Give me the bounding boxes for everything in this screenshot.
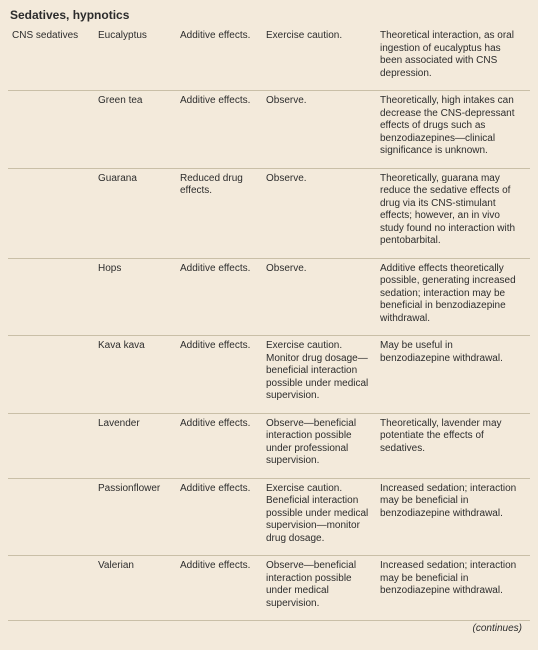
interaction-cell: Reduced drug effects. <box>176 168 262 258</box>
interaction-cell: Additive effects. <box>176 258 262 336</box>
category-cell <box>8 478 94 556</box>
comment-cell: Theoretical interaction, as oral ingesti… <box>376 26 530 91</box>
category-cell <box>8 413 94 478</box>
recommendation-cell: Exercise caution. Beneficial interaction… <box>262 478 376 556</box>
table-row: Kava kava Additive effects. Exercise cau… <box>8 336 530 414</box>
interactions-table: CNS sedatives Eucalyptus Additive effect… <box>8 26 530 620</box>
interaction-cell: Additive effects. <box>176 336 262 414</box>
table-row: Valerian Additive effects. Observe—benef… <box>8 556 530 621</box>
recommendation-cell: Observe. <box>262 258 376 336</box>
table-row: Hops Additive effects. Observe. Additive… <box>8 258 530 336</box>
comment-cell: May be useful in benzodiazepine withdraw… <box>376 336 530 414</box>
table-row: Green tea Additive effects. Observe. The… <box>8 91 530 169</box>
herb-cell: Valerian <box>94 556 176 621</box>
herb-cell: Eucalyptus <box>94 26 176 91</box>
category-cell <box>8 556 94 621</box>
category-cell <box>8 336 94 414</box>
category-cell <box>8 168 94 258</box>
comment-cell: Theoretically, high intakes can decrease… <box>376 91 530 169</box>
comment-cell: Increased sedation; interaction may be b… <box>376 556 530 621</box>
page: Sedatives, hypnotics CNS sedatives Eucal… <box>0 0 538 644</box>
herb-cell: Passionflower <box>94 478 176 556</box>
comment-cell: Theoretically, guarana may reduce the se… <box>376 168 530 258</box>
comment-cell: Increased sedation; interaction may be b… <box>376 478 530 556</box>
section-title: Sedatives, hypnotics <box>8 6 530 26</box>
recommendation-cell: Exercise caution. <box>262 26 376 91</box>
herb-cell: Hops <box>94 258 176 336</box>
interaction-cell: Additive effects. <box>176 478 262 556</box>
herb-cell: Guarana <box>94 168 176 258</box>
continues-label: (continues) <box>8 620 530 638</box>
recommendation-cell: Observe—beneficial interaction possible … <box>262 556 376 621</box>
category-cell <box>8 91 94 169</box>
table-row: Lavender Additive effects. Observe—benef… <box>8 413 530 478</box>
herb-cell: Lavender <box>94 413 176 478</box>
interaction-cell: Additive effects. <box>176 556 262 621</box>
category-cell <box>8 258 94 336</box>
comment-cell: Theoretically, lavender may potentiate t… <box>376 413 530 478</box>
interaction-cell: Additive effects. <box>176 413 262 478</box>
table-row: Guarana Reduced drug effects. Observe. T… <box>8 168 530 258</box>
interaction-cell: Additive effects. <box>176 26 262 91</box>
recommendation-cell: Observe—beneficial interaction possible … <box>262 413 376 478</box>
interaction-cell: Additive effects. <box>176 91 262 169</box>
recommendation-cell: Observe. <box>262 91 376 169</box>
recommendation-cell: Exercise caution. Monitor drug dosage—be… <box>262 336 376 414</box>
recommendation-cell: Observe. <box>262 168 376 258</box>
category-cell: CNS sedatives <box>8 26 94 91</box>
table-row: CNS sedatives Eucalyptus Additive effect… <box>8 26 530 91</box>
comment-cell: Additive effects theoretically possible,… <box>376 258 530 336</box>
herb-cell: Green tea <box>94 91 176 169</box>
table-row: Passionflower Additive effects. Exercise… <box>8 478 530 556</box>
herb-cell: Kava kava <box>94 336 176 414</box>
